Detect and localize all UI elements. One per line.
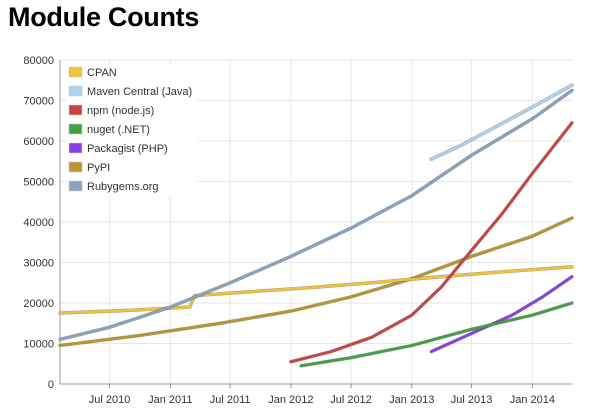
- y-tick-label: 10000: [23, 339, 54, 351]
- y-tick-label: 0: [48, 379, 54, 391]
- series-line-nuget-net: [299, 301, 574, 368]
- x-tick-label: Jan 2014: [510, 394, 555, 406]
- x-tick-label: Jul 2011: [210, 394, 251, 406]
- legend-label: Packagist (PHP): [87, 143, 168, 155]
- legend-swatch: [68, 161, 83, 173]
- y-tick-label: 30000: [23, 258, 54, 270]
- x-tick-label: Jan 2013: [389, 394, 434, 406]
- y-tick-label: 70000: [23, 96, 54, 108]
- legend-swatch: [68, 104, 83, 116]
- x-tick-label: Jan 2012: [268, 394, 313, 406]
- legend-swatch: [68, 142, 83, 154]
- series-line-rubygems-org: [58, 89, 574, 341]
- legend-swatch: [68, 123, 83, 135]
- x-tick-label: Jul 2010: [89, 394, 131, 406]
- series-line-pypi: [58, 216, 574, 347]
- y-tick-label: 60000: [23, 136, 54, 148]
- legend-label: nuget (.NET): [87, 124, 150, 136]
- legend-label: Rubygems.org: [87, 181, 159, 193]
- legend-label: npm (node.js): [87, 105, 154, 117]
- legend-swatch: [68, 66, 83, 78]
- x-tick-label: Jul 2012: [330, 394, 372, 406]
- x-tick-label: Jul 2013: [451, 394, 493, 406]
- series-line-npm-node-js: [289, 121, 574, 363]
- series-line-packagist-php: [430, 275, 574, 353]
- series-line-maven-central-java: [430, 83, 574, 161]
- x-tick-label: Jan 2011: [148, 394, 192, 406]
- legend-label: Maven Central (Java): [87, 86, 192, 98]
- y-tick-label: 50000: [23, 177, 54, 189]
- legend-box: [66, 64, 198, 197]
- y-tick-label: 40000: [23, 217, 54, 229]
- legend-label: PyPI: [87, 162, 110, 174]
- page-title: Module Counts: [8, 2, 200, 32]
- legend-label: CPAN: [87, 67, 117, 79]
- legend-swatch: [68, 180, 83, 192]
- legend-swatch: [68, 85, 83, 97]
- y-tick-label: 20000: [23, 298, 54, 310]
- y-tick-label: 80000: [23, 55, 54, 67]
